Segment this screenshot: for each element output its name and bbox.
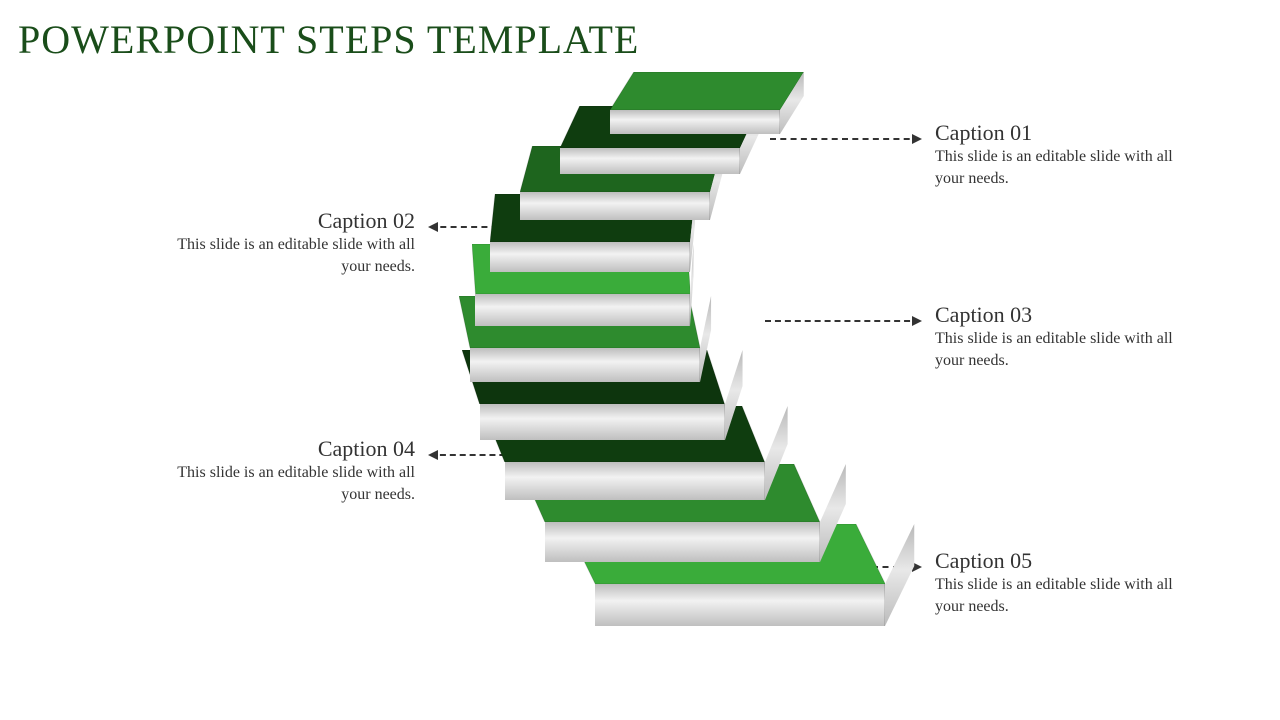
caption-3: Caption 03This slide is an editable slid… [935,302,1195,371]
caption-4: Caption 04This slide is an editable slid… [175,436,415,505]
caption-title: Caption 03 [935,302,1195,328]
caption-title: Caption 01 [935,120,1195,146]
caption-2: Caption 02This slide is an editable slid… [175,208,415,277]
caption-desc: This slide is an editable slide with all… [935,574,1195,617]
caption-1: Caption 01This slide is an editable slid… [935,120,1195,189]
caption-title: Caption 05 [935,548,1195,574]
caption-title: Caption 02 [175,208,415,234]
slide: { "title": { "text": "POWERPOINT STEPS T… [0,0,1280,720]
connector-line [765,320,920,322]
caption-desc: This slide is an editable slide with all… [175,462,415,505]
caption-desc: This slide is an editable slide with all… [935,328,1195,371]
caption-desc: This slide is an editable slide with all… [175,234,415,277]
page-title: POWERPOINT STEPS TEMPLATE [18,16,639,63]
connector-line [770,138,920,140]
caption-5: Caption 05This slide is an editable slid… [935,548,1195,617]
caption-title: Caption 04 [175,436,415,462]
caption-desc: This slide is an editable slide with all… [935,146,1195,189]
